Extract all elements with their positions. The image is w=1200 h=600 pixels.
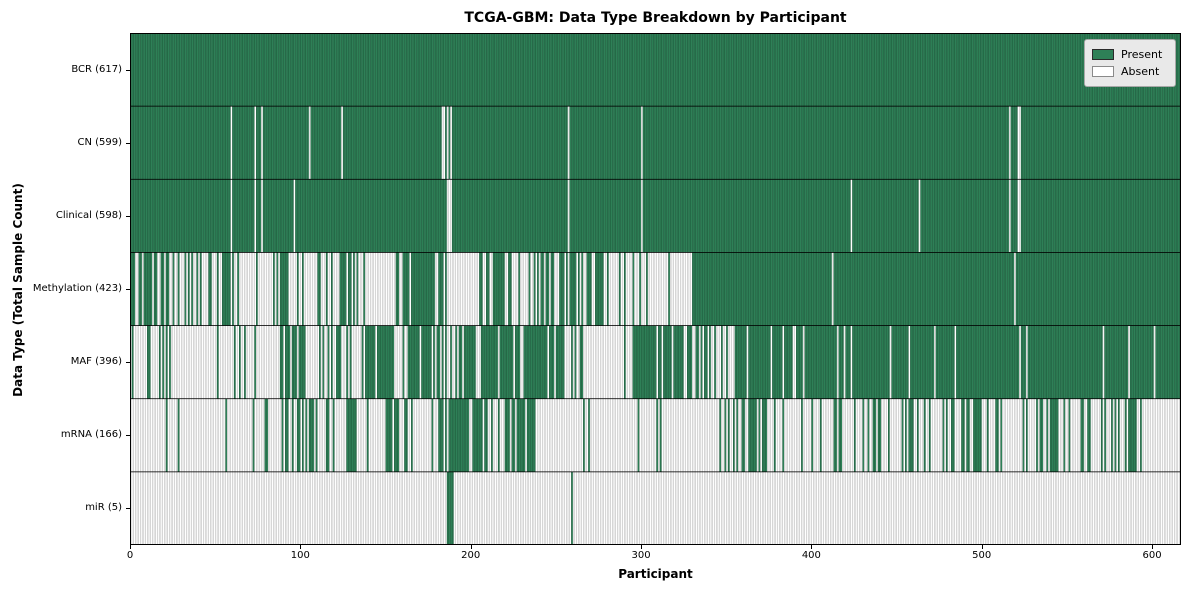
y-axis-label: Data Type (Total Sample Count): [11, 183, 25, 397]
x-tick-label: 400: [801, 550, 821, 561]
x-tick-label: 500: [972, 550, 992, 561]
chart-title: TCGA-GBM: Data Type Breakdown by Partici…: [464, 10, 847, 26]
y-tick-label: Methylation (423): [32, 283, 122, 294]
y-tick-mark: [126, 215, 130, 217]
y-tick-label: Clinical (598): [55, 209, 122, 221]
x-tick-label: 0: [126, 550, 134, 561]
x-tick-label: 600: [1142, 550, 1162, 561]
y-tick-mark: [126, 289, 130, 290]
y-tick-label: mRNA (166): [60, 429, 122, 441]
y-tick-label: MAF (396): [70, 356, 122, 368]
y-tick-mark: [126, 362, 130, 364]
y-tick-mark: [126, 69, 130, 71]
legend-label-absent: Absent: [1121, 65, 1160, 78]
chart-canvas: [130, 33, 1181, 545]
x-tick-label: 300: [631, 550, 651, 561]
legend: Present Absent: [1084, 39, 1176, 87]
x-axis-label: Participant: [618, 567, 693, 581]
x-tick-mark: [641, 545, 643, 549]
x-tick-mark: [130, 545, 131, 549]
x-tick-label: 100: [290, 550, 310, 561]
x-tick-mark: [811, 545, 813, 549]
present-swatch-icon: [1092, 49, 1114, 60]
y-tick-mark: [126, 508, 130, 510]
legend-item-absent: Absent: [1092, 63, 1167, 80]
x-tick-label: 200: [461, 550, 481, 561]
legend-item-present: Present: [1092, 46, 1167, 63]
legend-label-present: Present: [1121, 48, 1163, 61]
x-tick-mark: [981, 545, 983, 549]
y-tick-label: BCR (617): [71, 63, 122, 75]
y-tick-label: CN (599): [77, 136, 122, 148]
y-tick-mark: [126, 435, 130, 437]
x-tick-mark: [300, 545, 302, 549]
absent-swatch-icon: [1092, 66, 1114, 77]
x-tick-mark: [1152, 545, 1154, 549]
x-tick-mark: [470, 545, 472, 549]
y-tick-label: miR (5): [85, 502, 122, 514]
y-tick-mark: [126, 142, 130, 144]
